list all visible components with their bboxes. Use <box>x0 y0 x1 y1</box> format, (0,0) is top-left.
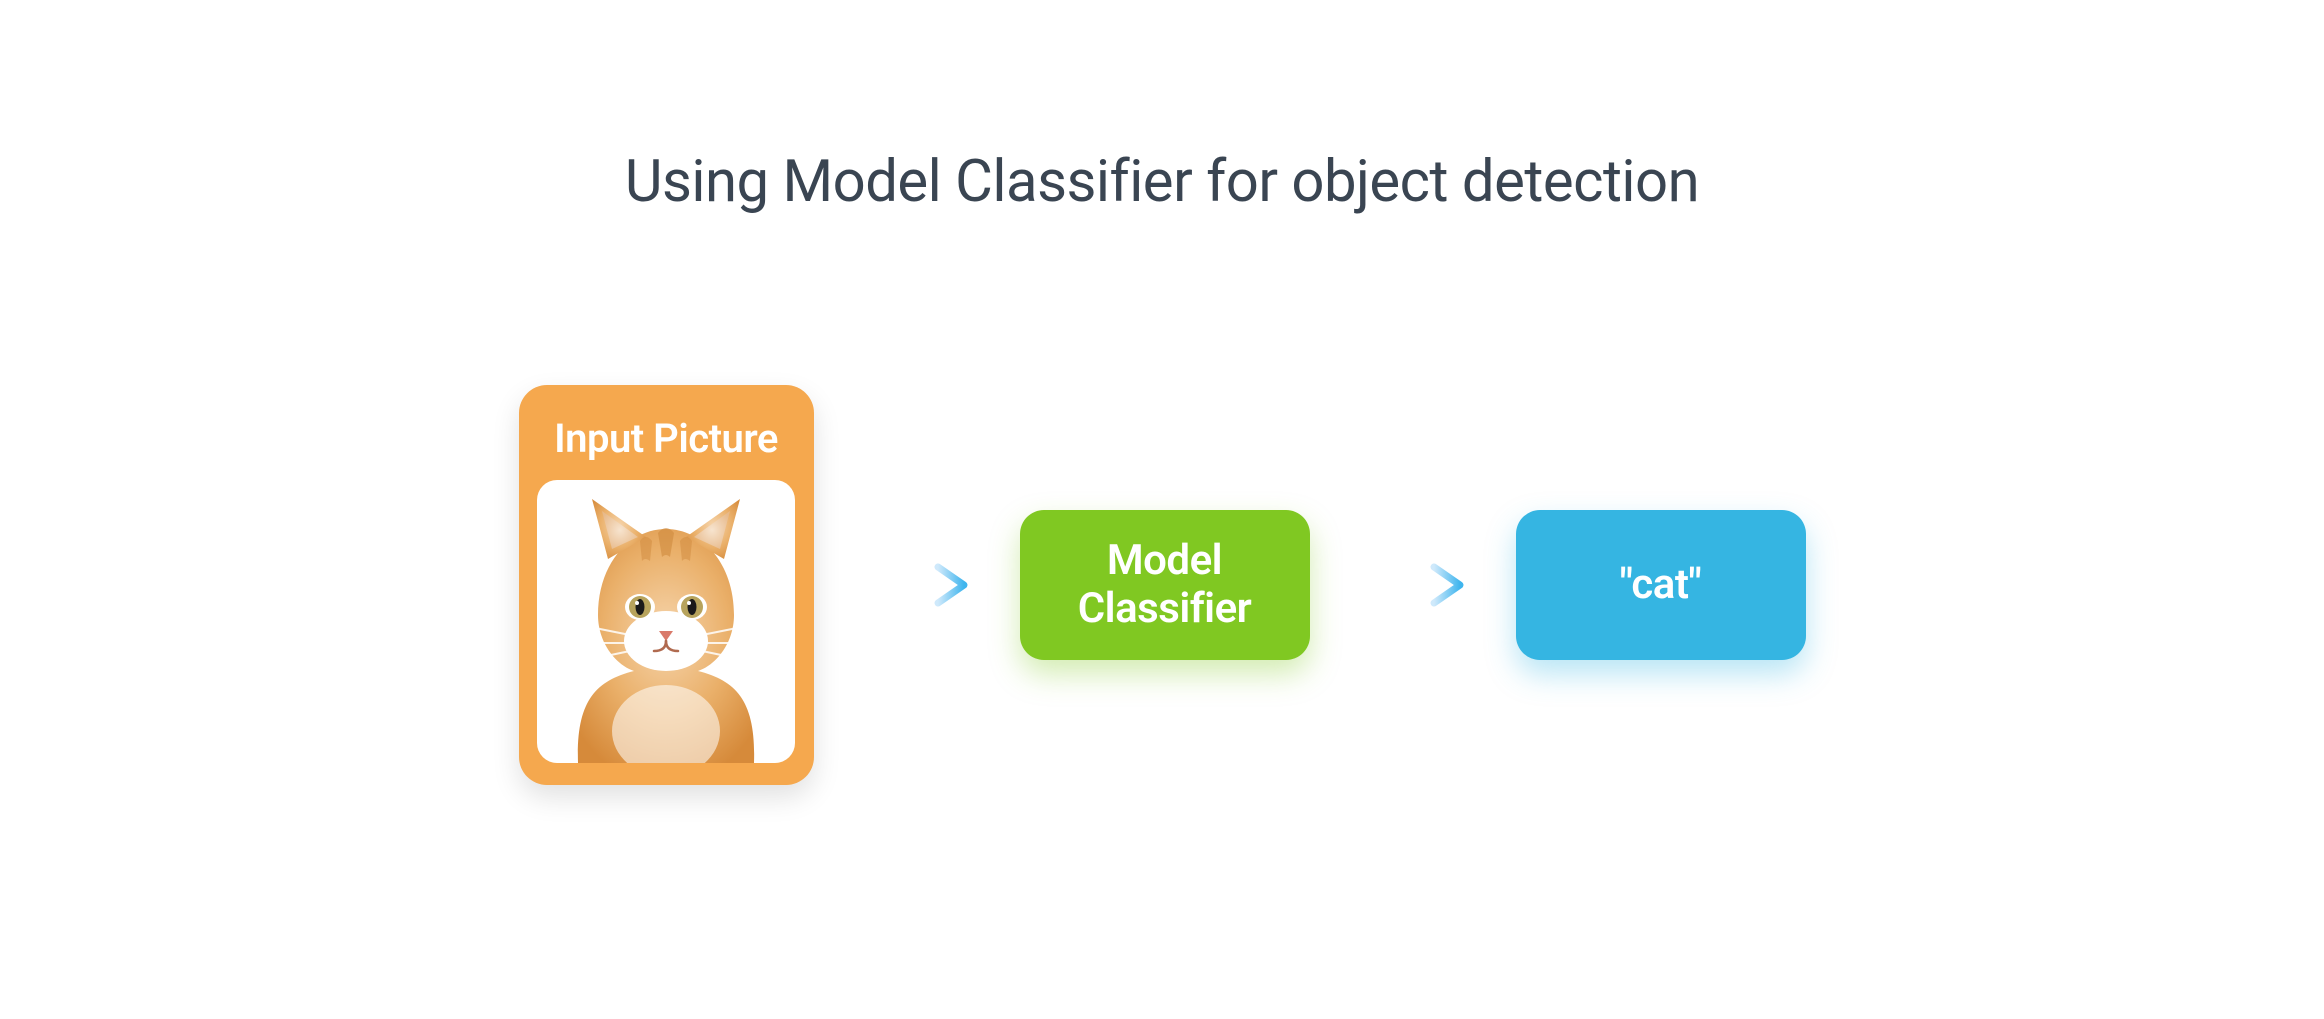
arrow-icon <box>862 555 972 615</box>
input-picture-label: Input Picture <box>554 415 778 462</box>
arrow-icon <box>1358 555 1468 615</box>
output-label: "cat" <box>1620 561 1702 609</box>
output-box: "cat" <box>1516 510 1806 660</box>
input-picture-card: Input Picture <box>519 385 814 785</box>
input-image-frame <box>537 480 795 763</box>
model-label-line2: Classifier <box>1078 584 1252 633</box>
flow-diagram: Input Picture <box>0 385 2324 785</box>
model-label-line1: Model <box>1107 536 1222 585</box>
diagram-title: Using Model Classifier for object detect… <box>0 148 2324 216</box>
cat-photo-icon <box>546 493 786 763</box>
model-classifier-box: Model Classifier <box>1020 510 1310 660</box>
